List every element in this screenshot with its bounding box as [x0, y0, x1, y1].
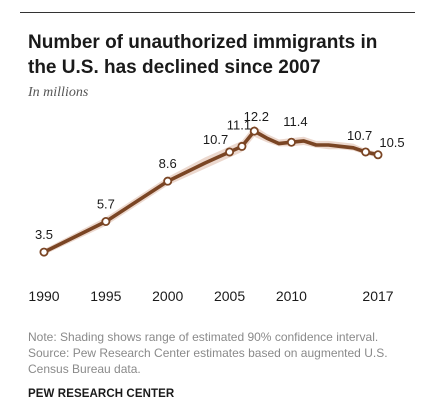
x-tick-2000: 2000 [152, 288, 183, 304]
data-label-2000: 8.6 [159, 156, 177, 171]
data-label-2016: 10.7 [347, 128, 372, 143]
data-point-2010 [286, 137, 296, 147]
data-point-2016 [361, 147, 371, 157]
data-point-1995 [101, 217, 111, 227]
marker-layer [39, 126, 383, 257]
data-label-1990: 3.5 [35, 227, 53, 242]
brand-logo-text: PEW RESEARCH CENTER [28, 388, 175, 400]
data-point-1990 [39, 247, 49, 257]
top-rule [20, 12, 415, 13]
chart-subtitle: In millions [28, 85, 89, 100]
data-label-2007: 12.2 [244, 109, 269, 124]
series-line-layer [42, 129, 380, 254]
series-line [42, 129, 380, 254]
data-point-2006 [237, 141, 247, 151]
data-point-2017 [373, 150, 383, 160]
data-label-2006: 11.1 [227, 117, 251, 132]
data-label-2017: 10.5 [379, 135, 404, 150]
data-label-1995: 5.7 [97, 197, 115, 212]
x-tick-1990: 1990 [28, 288, 59, 304]
x-tick-1995: 1995 [90, 288, 121, 304]
chart-note: Note: Shading shows range of estimated 9… [28, 329, 413, 377]
note-text: Note: Shading shows range of estimated 9… [28, 330, 379, 344]
x-tick-2005: 2005 [214, 288, 245, 304]
data-label-layer: 3.55.78.610.711.112.2 11.410.7 10.5 [35, 109, 405, 242]
data-point-2007 [249, 126, 259, 136]
x-tick-2010: 2010 [276, 288, 307, 304]
data-point-2000 [163, 176, 173, 186]
x-tick-2017: 2017 [362, 288, 393, 304]
line-chart: 3.55.78.610.711.112.2 11.410.7 10.5 1990 19… [28, 109, 405, 304]
x-axis-tick-layer: 1990 1995 2000 2005 2010 2017 [28, 288, 393, 304]
chart-title: Number of unauthorized immigrants in the… [28, 32, 378, 78]
data-label-2005: 10.7 [203, 132, 228, 147]
data-label-2010: 11.4 [283, 114, 307, 129]
data-point-2005 [225, 147, 235, 157]
source-text: Source: Pew Research Center estimates ba… [28, 346, 388, 376]
